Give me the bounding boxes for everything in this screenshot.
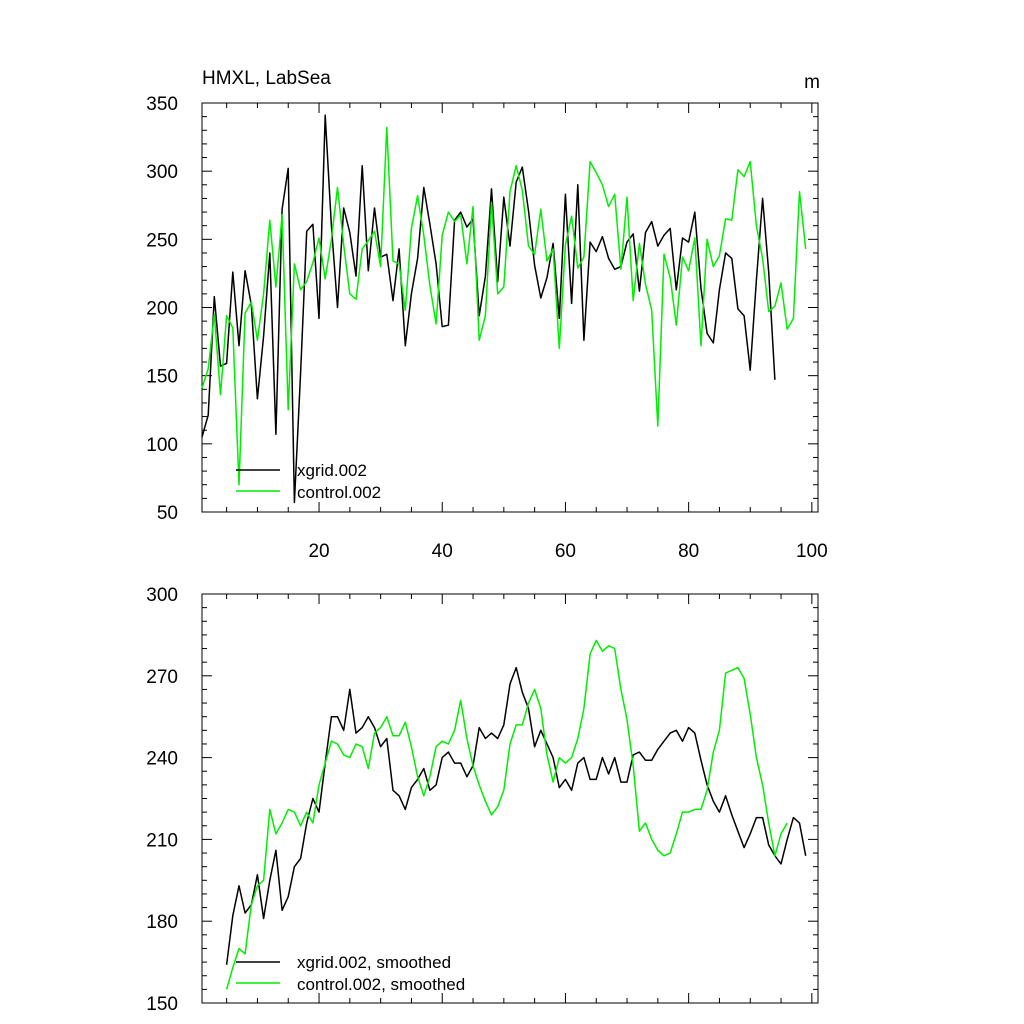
series-line-xgrid-002-smoothed (225, 666, 807, 965)
y-tick-labels: 50 100 150 200 250 300 350 (146, 94, 178, 524)
raw-panel: HMXL, LabSea m 50 100 150 200 250 300 350 20 40… (146, 68, 827, 562)
legend: xgrid.002, smoothed control.002, smoothe… (236, 953, 465, 994)
plot-frame (201, 102, 819, 513)
smoothed-panel: 150 180 210 240 270 300 xgrid.002, smoothed c… (146, 585, 819, 1015)
legend-label-control-smoothed: control.002, smoothed (297, 975, 465, 994)
legend-label-xgrid-smoothed: xgrid.002, smoothed (297, 953, 451, 972)
y-tick-label: 300 (146, 585, 178, 606)
y-tick-label: 210 (146, 830, 178, 851)
units-label: m (804, 72, 820, 93)
y-tick-label: 300 (146, 162, 178, 183)
y-tick-label: 150 (146, 994, 178, 1015)
series-line-control-002-smoothed (225, 639, 788, 990)
legend-label-xgrid: xgrid.002 (297, 461, 367, 480)
panel-title: HMXL, LabSea (202, 68, 331, 89)
y-tick-label: 240 (146, 749, 178, 770)
y-tick-label: 180 (146, 912, 178, 933)
series-line-xgrid-002 (201, 114, 776, 504)
y-tick-label: 50 (157, 503, 178, 524)
legend: xgrid.002 control.002 (236, 461, 381, 502)
x-tick-label: 80 (678, 541, 699, 562)
x-tick-label: 100 (796, 541, 828, 562)
y-tick-label: 350 (146, 94, 178, 115)
x-tick-label: 40 (432, 541, 453, 562)
series-lines (225, 639, 807, 990)
series-line-control-002 (201, 126, 807, 486)
series-lines (201, 114, 807, 504)
y-tick-label: 250 (146, 230, 178, 251)
x-tick-label: 20 (308, 541, 329, 562)
y-tick-label: 100 (146, 435, 178, 456)
y-tick-label: 270 (146, 667, 178, 688)
tick-marks (202, 102, 818, 513)
y-tick-label: 200 (146, 299, 178, 320)
plot-frame (201, 593, 819, 1004)
x-tick-labels: 20 40 60 80 100 (308, 541, 827, 562)
x-tick-label: 60 (555, 541, 576, 562)
legend-label-control: control.002 (297, 483, 381, 502)
y-tick-label: 150 (146, 367, 178, 388)
tick-marks (202, 593, 818, 1004)
y-tick-labels: 150 180 210 240 270 300 (146, 585, 178, 1015)
